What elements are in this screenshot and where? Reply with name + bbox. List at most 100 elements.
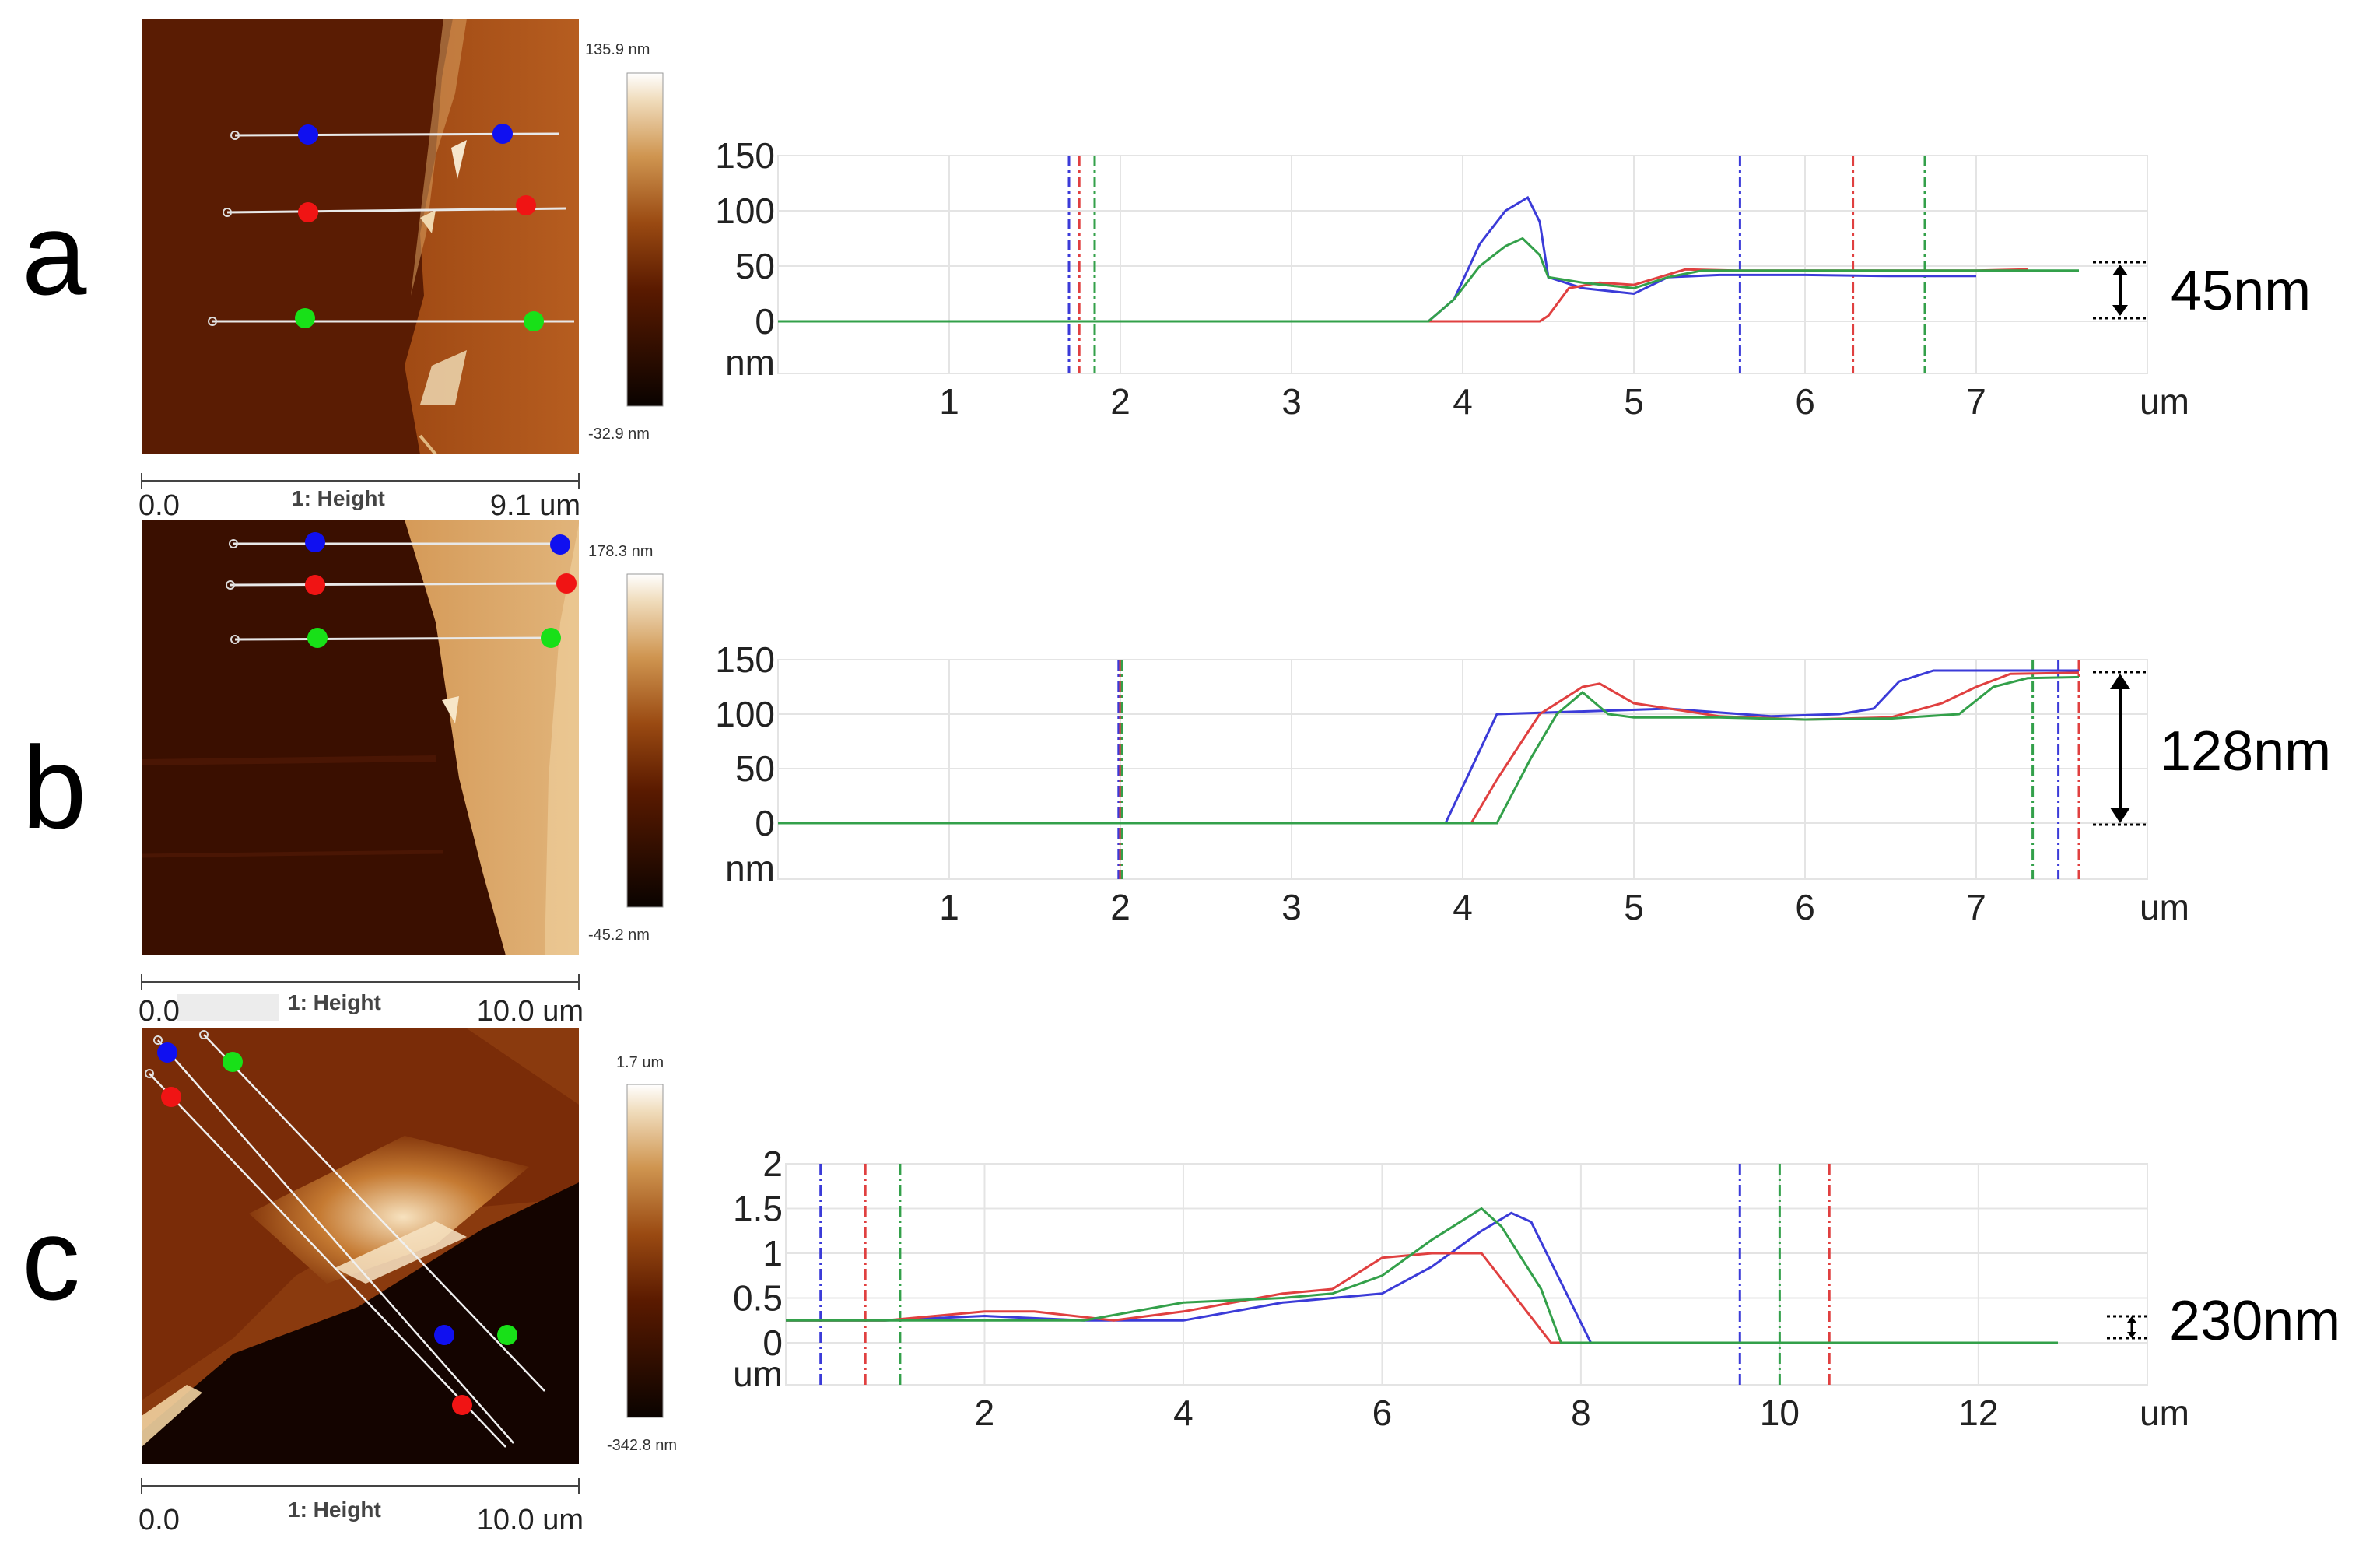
y-tick-label: 0: [762, 1323, 783, 1363]
afm-image-a: [142, 19, 579, 454]
marker-red-2: [556, 573, 577, 594]
colorbar-min-label: -45.2 nm: [588, 927, 650, 944]
y-tick-label: 150: [715, 639, 775, 680]
scalebar-left-label: 0.0: [138, 995, 180, 1028]
colorbar-max-label: 178.3 nm: [588, 543, 653, 560]
x-tick-label: 1: [939, 887, 959, 927]
y-tick-label: 0: [755, 803, 775, 843]
marker-green-1: [307, 628, 328, 648]
x-tick-label: 4: [1453, 887, 1473, 927]
y-tick-label: 2: [762, 1144, 783, 1184]
x-tick-label: 1: [939, 381, 959, 422]
marker-blue-1: [298, 124, 318, 145]
scalebar-left-label: 0.0: [138, 489, 180, 522]
series-line-blue: [786, 1211, 2058, 1344]
x-tick-label: 12: [1958, 1393, 1998, 1433]
plot-area: [785, 1163, 2148, 1386]
y-tick-label: 0: [755, 301, 775, 342]
profile-lines-b: [226, 532, 577, 648]
marker-green-1: [223, 1052, 243, 1072]
x-axis-unit-label: um: [2140, 887, 2189, 927]
scalebar-left-label: 0.0: [138, 1504, 180, 1536]
marker-blue-1: [157, 1042, 177, 1063]
marker-blue-2: [434, 1325, 454, 1345]
marker-red-1: [305, 575, 325, 595]
scalebar-caption: 1: Height: [292, 486, 385, 510]
profile-chart-b: 0 50 100 150 nm 1 2 3 4 5 6 7 um: [715, 639, 2189, 927]
marker-red-2: [516, 195, 536, 215]
x-tick-label: 4: [1453, 381, 1473, 422]
y-tick-label: 50: [735, 246, 775, 286]
x-axis-unit-label: um: [2140, 1393, 2189, 1433]
x-tick-label: 2: [975, 1393, 995, 1433]
colorbar-max-label: 1.7 um: [616, 1054, 664, 1071]
scalebar-c: 0.0 1: Height 10.0 um: [138, 1478, 584, 1536]
y-tick-label: 1: [762, 1233, 783, 1273]
step-height-label: 230nm: [2169, 1290, 2340, 1352]
marker-blue-1: [305, 532, 325, 552]
colorbar-b: 178.3 nm -45.2 nm: [588, 543, 664, 944]
step-annotation-b: 128nm: [2093, 671, 2331, 826]
colorbar-a: 135.9 nm -32.9 nm: [585, 41, 664, 443]
panel-letter-c: c: [22, 1193, 80, 1324]
x-tick-label: 7: [1966, 381, 1986, 422]
scalebar-caption: 1: Height: [288, 990, 381, 1014]
marker-green-1: [295, 308, 315, 328]
panel-letter-b: b: [22, 722, 86, 853]
step-height-label: 128nm: [2160, 720, 2331, 783]
step-height-label: 45nm: [2171, 260, 2311, 322]
x-tick-label: 6: [1795, 381, 1815, 422]
afm-image-c: [142, 1028, 579, 1464]
colorbar-min-label: -342.8 nm: [607, 1437, 677, 1454]
x-tick-label: 6: [1795, 887, 1815, 927]
scalebar-a: 0.0 1: Height 9.1 um: [138, 473, 580, 522]
y-tick-label: 100: [715, 191, 775, 231]
series-line-red: [786, 1252, 2058, 1344]
y-tick-label: 150: [715, 135, 775, 176]
panel-letter-a: a: [22, 188, 87, 319]
step-annotation-a: 45nm: [2093, 260, 2311, 322]
y-tick-label: 50: [735, 748, 775, 789]
colorbar-max-label: 135.9 nm: [585, 41, 650, 58]
y-axis-unit-label: um: [733, 1354, 783, 1394]
profile-lines-a: [208, 124, 574, 331]
x-tick-label: 5: [1624, 381, 1644, 422]
x-axis-unit-label: um: [2140, 381, 2189, 422]
y-axis-unit-label: nm: [725, 342, 775, 383]
profile-chart-c: 00.5 11.5 2 um 2 4 6 8 10 12 um: [733, 1144, 2189, 1433]
scalebar-b: 0.0 1: Height 10.0 um: [138, 974, 584, 1028]
x-tick-label: 8: [1571, 1393, 1591, 1433]
marker-blue-2: [492, 124, 513, 144]
series-line-green: [778, 675, 2080, 825]
x-tick-label: 6: [1372, 1393, 1393, 1433]
marker-red-1: [298, 202, 318, 222]
profile-chart-a: 0 50 100 150 nm 1 2 3 4 5 6 7 um: [715, 135, 2189, 422]
marker-green-2: [524, 311, 544, 331]
series-line-blue: [778, 669, 2079, 825]
step-annotation-c: 230nm: [2107, 1290, 2340, 1352]
x-tick-label: 7: [1966, 887, 1986, 927]
colorbar-c: 1.7 um -342.8 nm: [607, 1054, 677, 1454]
scalebar-caption: 1: Height: [288, 1498, 381, 1522]
marker-red-1: [161, 1087, 181, 1107]
marker-green-2: [541, 628, 561, 648]
x-tick-label: 2: [1110, 887, 1130, 927]
afm-image-b: [142, 520, 579, 955]
marker-red-2: [452, 1395, 472, 1415]
y-tick-label: 0.5: [733, 1278, 783, 1319]
profile-lines-c: [145, 1030, 545, 1448]
x-tick-label: 4: [1173, 1393, 1194, 1433]
series-line-green: [786, 1207, 2058, 1344]
x-tick-label: 3: [1281, 381, 1302, 422]
colorbar-min-label: -32.9 nm: [588, 426, 650, 443]
scalebar-right-label: 10.0 um: [477, 995, 584, 1028]
x-tick-label: 10: [1760, 1393, 1800, 1433]
scalebar-right-label: 10.0 um: [477, 1504, 584, 1536]
y-tick-label: 1.5: [733, 1189, 783, 1229]
x-tick-label: 3: [1281, 887, 1302, 927]
marker-blue-2: [550, 534, 570, 555]
marker-green-2: [497, 1325, 517, 1345]
y-axis-unit-label: nm: [725, 848, 775, 888]
y-tick-label: 100: [715, 694, 775, 734]
